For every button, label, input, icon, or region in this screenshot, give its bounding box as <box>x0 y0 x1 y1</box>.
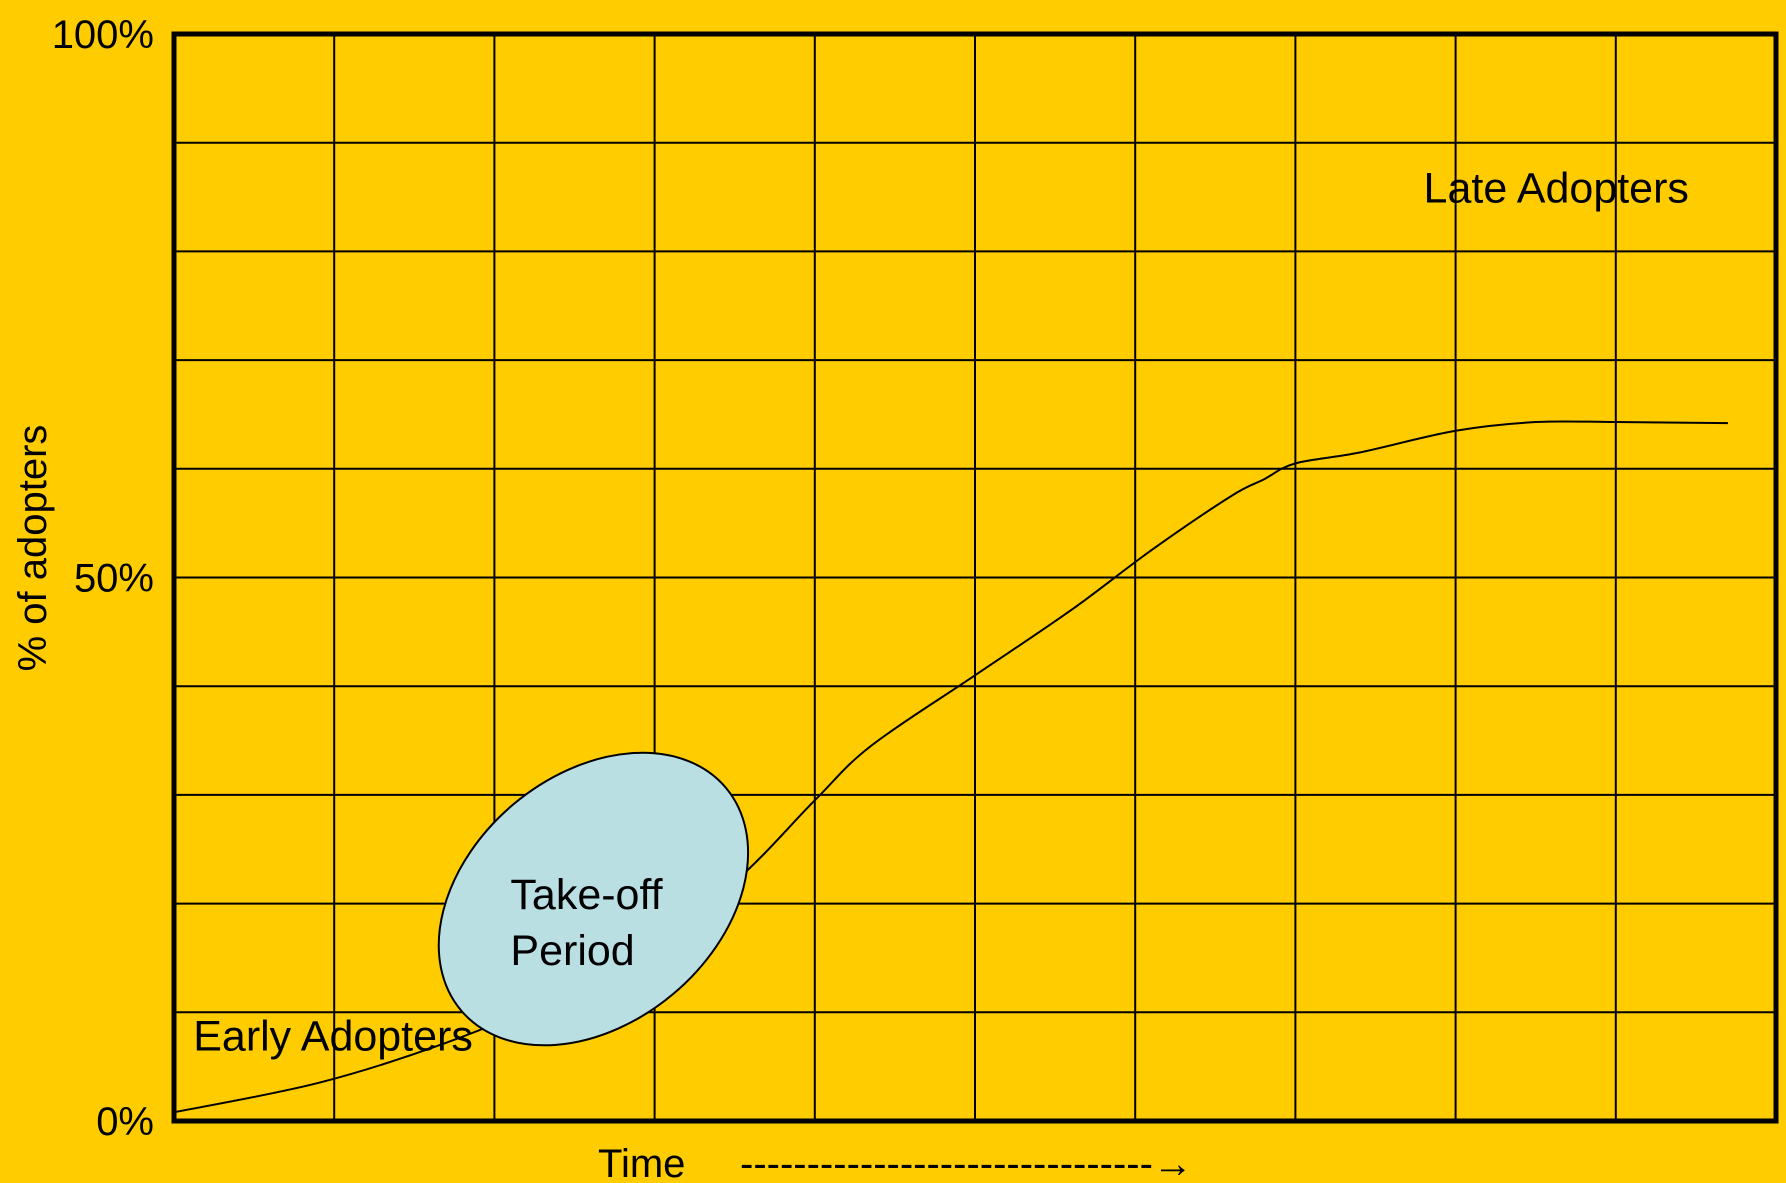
take-off-ellipse <box>437 751 750 1047</box>
y-tick-label: 50% <box>74 557 154 601</box>
early-adopters-label: Early Adopters <box>193 1012 473 1060</box>
take-off-label: Take-off Period <box>510 871 663 975</box>
y-axis-title: % of adopters <box>11 425 55 672</box>
series <box>173 420 1728 1114</box>
x-axis-arrow: -------------------------------→ <box>740 1142 1193 1183</box>
y-tick-label: 0% <box>96 1100 154 1144</box>
take-off-label-line: Period <box>510 927 634 975</box>
y-tick-label: 100% <box>52 13 154 57</box>
plot-frame <box>171 31 1779 1124</box>
grid <box>174 34 1776 1121</box>
axis-labels: % of adopters Time ---------------------… <box>11 425 1193 1183</box>
axes: 0% 50% 100% <box>52 13 1779 1144</box>
adoption-curve <box>173 420 1728 1114</box>
annotations: Early Adopters Late Adopters Take-off Perio… <box>193 164 1689 1060</box>
take-off-label-line: Take-off <box>510 871 663 919</box>
late-adopters-label: Late Adopters <box>1424 164 1689 212</box>
x-axis-title: Time <box>598 1142 685 1183</box>
